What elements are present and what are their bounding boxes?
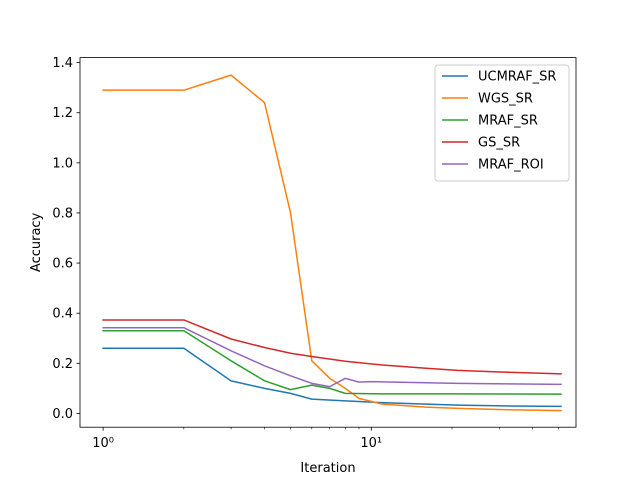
legend-label: WGS_SR bbox=[478, 92, 533, 107]
y-tick-label: 0.6 bbox=[52, 257, 73, 272]
x-tick-label: 10⁰ bbox=[92, 436, 114, 451]
series-layer bbox=[102, 74, 562, 412]
series-line-wgs-sr bbox=[102, 74, 562, 412]
y-tick-label: 0.4 bbox=[52, 307, 73, 322]
legend-label: MRAF_ROI bbox=[478, 158, 544, 173]
y-axis-label: Accuracy bbox=[29, 212, 44, 272]
series-line-mraf-roi bbox=[102, 326, 562, 388]
y-tick-label: 1.2 bbox=[52, 106, 73, 121]
y-tick-label: 0.0 bbox=[52, 407, 73, 422]
ticks-layer: 0.0 0.2 0.4 0.6 0.8 1.0 1.2 1.4 10⁰ 10¹ bbox=[52, 56, 560, 451]
series-line-mraf-sr bbox=[102, 329, 562, 395]
x-axis-label: Iteration bbox=[300, 461, 355, 476]
series-line-ucmraf-sr bbox=[102, 347, 562, 408]
legend-box bbox=[434, 64, 570, 182]
legend-label: MRAF_SR bbox=[478, 114, 538, 129]
y-tick-label: 1.4 bbox=[52, 56, 73, 71]
legend-label: GS_SR bbox=[478, 136, 520, 151]
legend-label: UCMRAF_SR bbox=[478, 70, 556, 85]
y-tick-label: 0.2 bbox=[52, 357, 73, 372]
x-tick-label: 10¹ bbox=[360, 436, 382, 451]
y-tick-label: 0.8 bbox=[52, 206, 73, 221]
legend: UCMRAF_SR WGS_SR MRAF_SR GS_SR MRAF_ROI bbox=[434, 64, 570, 182]
series-line-gs-sr bbox=[102, 319, 562, 375]
y-tick-label: 1.0 bbox=[52, 156, 73, 171]
plot-frame bbox=[79, 57, 577, 428]
